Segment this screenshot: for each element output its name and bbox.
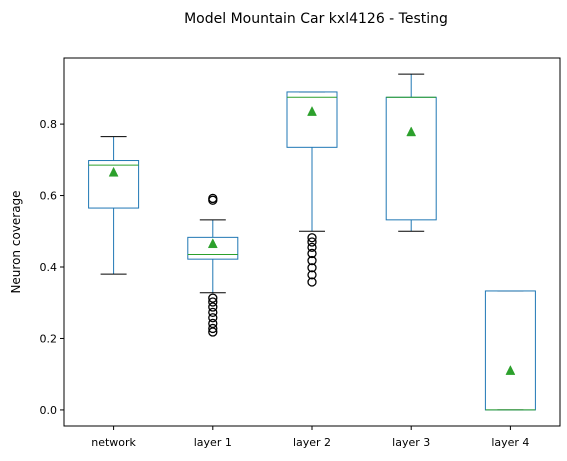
x-tick-label: network: [91, 436, 136, 449]
y-tick-label: 0.0: [40, 404, 58, 417]
axis-ticks: 0.0 0.2 0.4 0.6 0.8 network layer 1 layer 2 laye…: [40, 118, 530, 449]
box: [485, 291, 535, 410]
mean-marker: [506, 366, 515, 375]
box-group-layer-1: [188, 194, 238, 336]
box-group-layer-3: [386, 74, 436, 231]
box-group-layer-2: [287, 92, 337, 286]
y-tick-label: 0.4: [40, 261, 58, 274]
box-group-layer-4: [485, 291, 535, 410]
box-group-network: [89, 137, 139, 275]
mean-marker: [407, 127, 416, 136]
mean-marker: [308, 107, 317, 116]
x-tick-label: layer 2: [293, 436, 331, 449]
x-tick-label: layer 4: [491, 436, 529, 449]
x-tick-label: layer 1: [194, 436, 232, 449]
y-axis-label: Neuron coverage: [9, 190, 23, 293]
box: [386, 97, 436, 220]
mean-marker: [109, 167, 118, 176]
plot-area: [89, 74, 536, 410]
mean-marker: [208, 239, 217, 248]
box: [287, 92, 337, 147]
y-tick-label: 0.8: [40, 118, 58, 131]
y-tick-label: 0.2: [40, 332, 58, 345]
x-tick-label: layer 3: [392, 436, 430, 449]
chart-title: Model Mountain Car kxl4126 - Testing: [184, 11, 448, 27]
y-tick-label: 0.6: [40, 190, 58, 203]
